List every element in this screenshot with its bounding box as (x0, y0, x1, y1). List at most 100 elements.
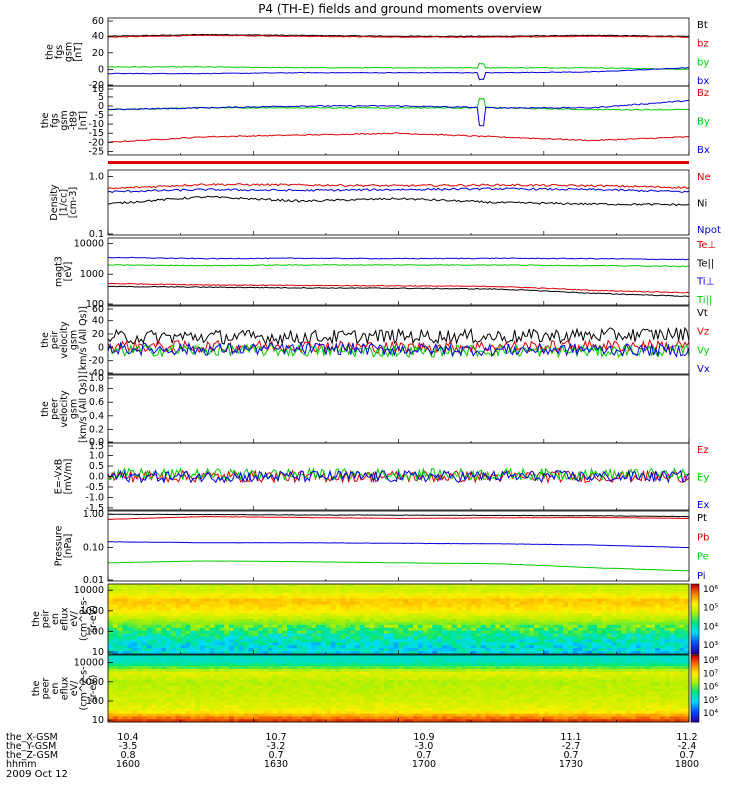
figure-title: P4 (TH-E) fields and ground moments over… (258, 2, 542, 16)
heatmap-cell (548, 682, 554, 687)
heatmap-cell (209, 639, 215, 643)
heatmap-cell (374, 657, 380, 661)
heatmap-cell (229, 589, 235, 594)
heatmap-cell (601, 619, 608, 623)
heatmap-cell (543, 682, 549, 687)
heatmap-cell (626, 584, 632, 588)
heatmap-cell (509, 613, 516, 617)
heatmap-cell (601, 685, 608, 689)
heatmap-cell (408, 691, 414, 695)
heatmap-cell (505, 645, 511, 649)
heatmap-cell (199, 682, 206, 687)
heatmap-cell (529, 616, 535, 620)
heatmap-cell (151, 613, 157, 617)
heatmap-cell (640, 589, 646, 594)
heatmap-cell (611, 691, 617, 695)
panel-frame (107, 169, 690, 236)
heatmap-cell (645, 663, 651, 667)
heatmap-cell (291, 592, 298, 597)
heatmap-cell (359, 666, 366, 670)
heatmap-cell (369, 677, 375, 681)
heatmap-cell (432, 655, 438, 659)
heatmap-cell (214, 621, 220, 626)
heatmap-cell (219, 627, 225, 632)
heatmap-cell (166, 660, 172, 664)
heatmap-cell (534, 613, 540, 617)
heatmap-cell (112, 624, 119, 629)
heatmap-cell (282, 674, 288, 678)
heatmap-cell (534, 666, 540, 670)
heatmap-cell (626, 595, 632, 599)
heatmap-cell (538, 680, 545, 684)
heatmap-cell (156, 586, 162, 591)
heatmap-cell (175, 671, 182, 675)
y-axis-label: the (40, 113, 51, 129)
heatmap-cell (277, 657, 283, 661)
heatmap-cell (330, 666, 336, 670)
heatmap-cell (626, 655, 632, 659)
heatmap-cell (558, 682, 564, 687)
heatmap-cell (500, 616, 506, 620)
heatmap-cell (214, 688, 220, 692)
heatmap-cell (306, 645, 312, 649)
heatmap-cell (321, 633, 327, 637)
heatmap-cell (597, 636, 603, 640)
heatmap-cell (538, 604, 545, 608)
heatmap-cell (277, 607, 283, 611)
heatmap-cell (175, 595, 182, 599)
heatmap-cell (253, 592, 259, 597)
y-tick-label: 0.10 (83, 543, 104, 554)
heatmap-cell (253, 636, 259, 640)
heatmap-cell (267, 633, 274, 637)
heatmap-cell (534, 630, 540, 634)
heatmap-cell (229, 624, 235, 629)
heatmap-cell (475, 607, 482, 611)
heatmap-cell (616, 645, 622, 649)
heatmap-cell (442, 657, 448, 661)
heatmap-cell (350, 648, 356, 652)
heatmap-cell (238, 598, 244, 602)
heatmap-cell (466, 668, 472, 673)
heatmap-cell (141, 651, 148, 655)
heatmap-cell (529, 586, 535, 591)
heatmap-cell (606, 668, 612, 673)
heatmap-cell (558, 630, 564, 634)
heatmap-cell (383, 694, 390, 698)
heatmap-cell (534, 584, 540, 588)
heatmap-cell (422, 584, 428, 588)
heatmap-cell (567, 604, 574, 608)
heatmap-cell (514, 621, 520, 626)
heatmap-cell (664, 619, 671, 623)
heatmap-cell (471, 660, 477, 664)
heatmap-cell (122, 604, 128, 608)
heatmap-cell (340, 651, 346, 655)
heatmap-cell (529, 645, 535, 649)
heatmap-cell (461, 613, 467, 617)
legend-label: Ni (697, 199, 707, 210)
heatmap-cell (475, 619, 482, 623)
heatmap-cell (626, 694, 632, 698)
heatmap-cell (403, 682, 409, 687)
heatmap-cell (267, 694, 274, 698)
heatmap-cell (655, 677, 661, 681)
heatmap-cell (277, 613, 283, 617)
heatmap-cell (495, 680, 501, 684)
y-tick-label: -40 (88, 368, 104, 379)
heatmap-cell (567, 645, 574, 649)
heatmap-cell (456, 680, 462, 684)
heatmap-cell (219, 589, 225, 594)
heatmap-cell (408, 666, 414, 670)
heatmap-cell (345, 584, 351, 588)
heatmap-cell (369, 648, 375, 652)
heatmap-cell (606, 601, 612, 605)
heatmap-cell (635, 694, 641, 698)
heatmap-cell (296, 616, 303, 620)
heatmap-cell (471, 592, 477, 597)
heatmap-cell (350, 613, 356, 617)
heatmap-cell (659, 601, 666, 605)
heatmap-cell (606, 645, 612, 649)
heatmap-cell (204, 598, 211, 602)
heatmap-cell (209, 630, 215, 634)
heatmap-cell (253, 601, 259, 605)
heatmap-cell (151, 630, 157, 634)
